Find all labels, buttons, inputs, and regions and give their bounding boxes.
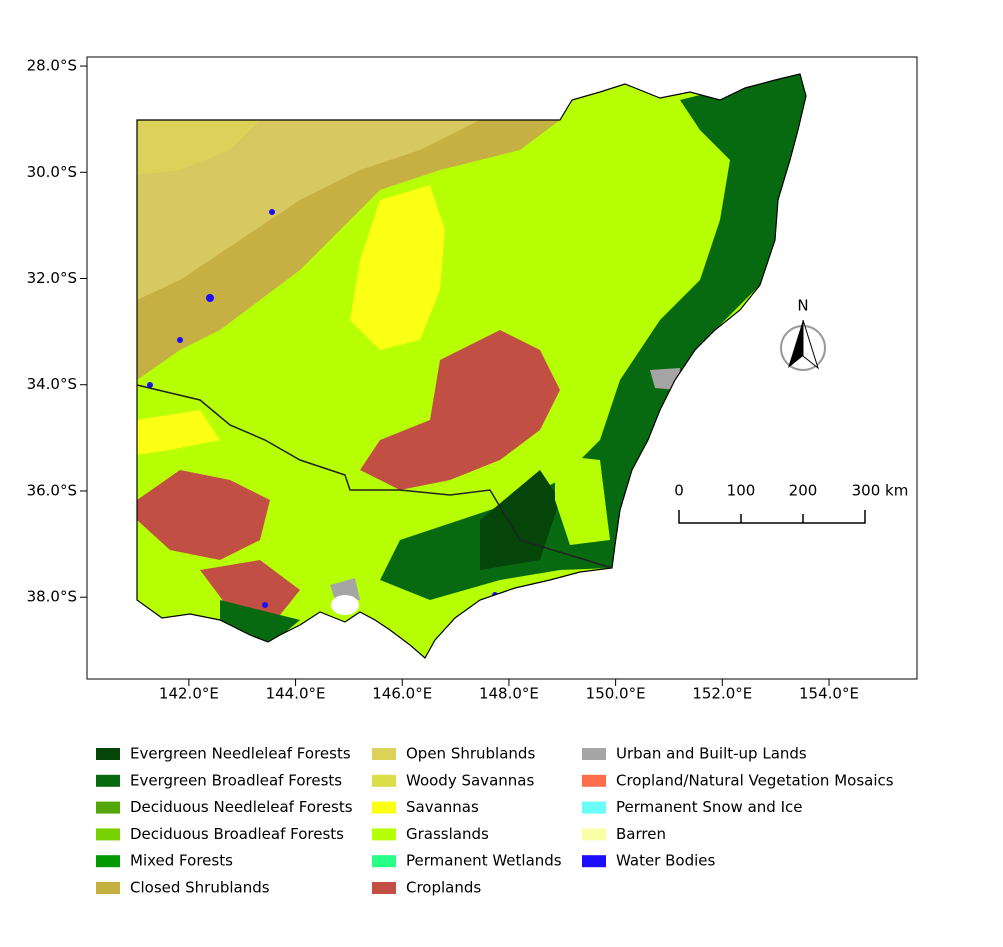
legend-swatch — [96, 801, 120, 814]
legend-swatch — [372, 828, 396, 841]
legend-label: Grasslands — [406, 825, 489, 843]
lon-tick-label: 142.0°E — [159, 685, 219, 703]
legend-swatch — [582, 801, 606, 814]
legend-label: Urban and Built-up Lands — [616, 745, 807, 763]
legend-label: Mixed Forests — [130, 852, 233, 870]
legend-label: Savannas — [406, 798, 479, 816]
land-cover — [137, 74, 806, 658]
legend-swatch — [96, 882, 120, 894]
lat-tick-label: 36.0°S — [27, 481, 77, 499]
legend-swatch — [372, 748, 396, 760]
legend-swatch — [582, 828, 606, 841]
legend-swatch — [372, 882, 396, 894]
legend-label: Deciduous Needleleaf Forests — [130, 798, 353, 816]
lon-tick-label: 152.0°E — [692, 685, 752, 703]
legend-swatch — [96, 748, 120, 760]
legend-label: Permanent Wetlands — [406, 852, 562, 870]
lat-tick-label: 34.0°S — [27, 375, 77, 393]
lat-tick-label: 30.0°S — [27, 163, 77, 181]
lon-tick-label: 144.0°E — [266, 685, 326, 703]
legend-swatch — [372, 855, 396, 868]
lon-tick-label: 146.0°E — [372, 685, 432, 703]
legend-swatch — [372, 801, 396, 814]
coastline — [136, 73, 807, 659]
lat-tick-label: 32.0°S — [27, 269, 77, 287]
scale-bar: 0 100 200 300 km — [674, 482, 908, 524]
legend-label: Barren — [616, 825, 666, 843]
lat-tick-label: 38.0°S — [27, 588, 77, 606]
state-border — [136, 384, 613, 569]
scale-label: 300 km — [852, 482, 909, 500]
lon-tick-label: 154.0°E — [799, 685, 859, 703]
legend-label: Woody Savannas — [406, 771, 534, 789]
lon-tick-label: 150.0°E — [586, 685, 646, 703]
north-arrow: N — [780, 297, 826, 371]
lat-tick-label: 28.0°S — [27, 57, 77, 75]
legend-swatch — [96, 774, 120, 787]
legend-label: Deciduous Broadleaf Forests — [130, 825, 344, 843]
legend-swatch — [582, 774, 606, 787]
legend-label: Closed Shrublands — [130, 879, 270, 897]
scale-label: 200 — [789, 482, 818, 500]
legend-label: Evergreen Broadleaf Forests — [130, 771, 342, 789]
legend-label: Water Bodies — [616, 852, 715, 870]
legend-swatch — [582, 748, 606, 760]
legend-swatch — [96, 855, 120, 868]
legend-label: Evergreen Needleleaf Forests — [130, 745, 351, 763]
legend-label: Croplands — [406, 879, 481, 897]
lon-tick-label: 148.0°E — [479, 685, 539, 703]
scale-label: 100 — [727, 482, 756, 500]
legend-swatch — [96, 828, 120, 841]
north-label: N — [797, 297, 808, 315]
legend-label: Permanent Snow and Ice — [616, 798, 802, 816]
legend-swatch — [372, 774, 396, 787]
legend-label: Cropland/Natural Vegetation Mosaics — [616, 771, 894, 789]
legend-label: Open Shrublands — [406, 745, 535, 763]
legend-swatch — [582, 855, 606, 868]
scale-label: 0 — [674, 482, 684, 500]
